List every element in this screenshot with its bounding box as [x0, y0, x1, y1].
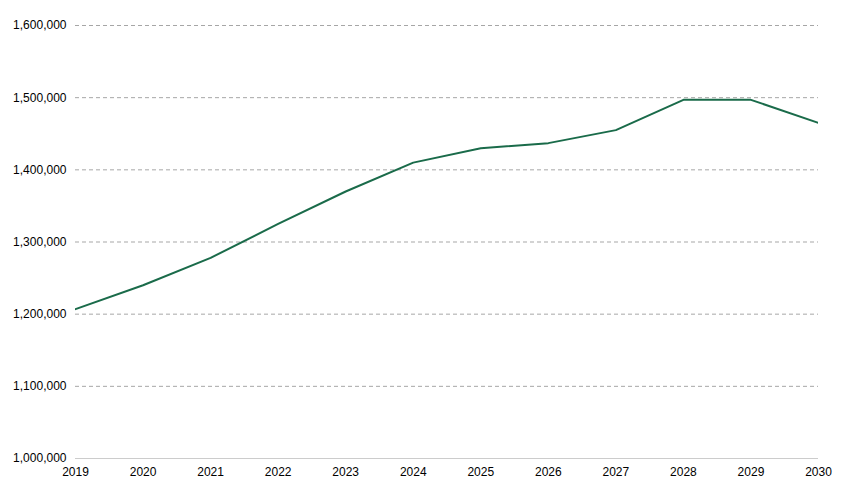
- svg-text:2019: 2019: [62, 465, 89, 479]
- svg-text:2021: 2021: [197, 465, 224, 479]
- svg-text:2020: 2020: [130, 465, 157, 479]
- svg-text:2026: 2026: [535, 465, 562, 479]
- svg-text:1,000,000: 1,000,000: [13, 451, 67, 465]
- svg-text:2024: 2024: [400, 465, 427, 479]
- svg-text:1,100,000: 1,100,000: [13, 379, 67, 393]
- svg-text:2030: 2030: [805, 465, 832, 479]
- svg-text:2027: 2027: [603, 465, 630, 479]
- svg-text:1,500,000: 1,500,000: [13, 91, 67, 105]
- svg-text:2023: 2023: [332, 465, 359, 479]
- svg-text:2025: 2025: [467, 465, 494, 479]
- svg-text:1,200,000: 1,200,000: [13, 307, 67, 321]
- svg-text:2028: 2028: [670, 465, 697, 479]
- svg-text:1,600,000: 1,600,000: [13, 18, 67, 32]
- svg-text:1,300,000: 1,300,000: [13, 235, 67, 249]
- svg-text:1,400,000: 1,400,000: [13, 163, 67, 177]
- svg-text:2022: 2022: [265, 465, 292, 479]
- svg-text:2029: 2029: [738, 465, 765, 479]
